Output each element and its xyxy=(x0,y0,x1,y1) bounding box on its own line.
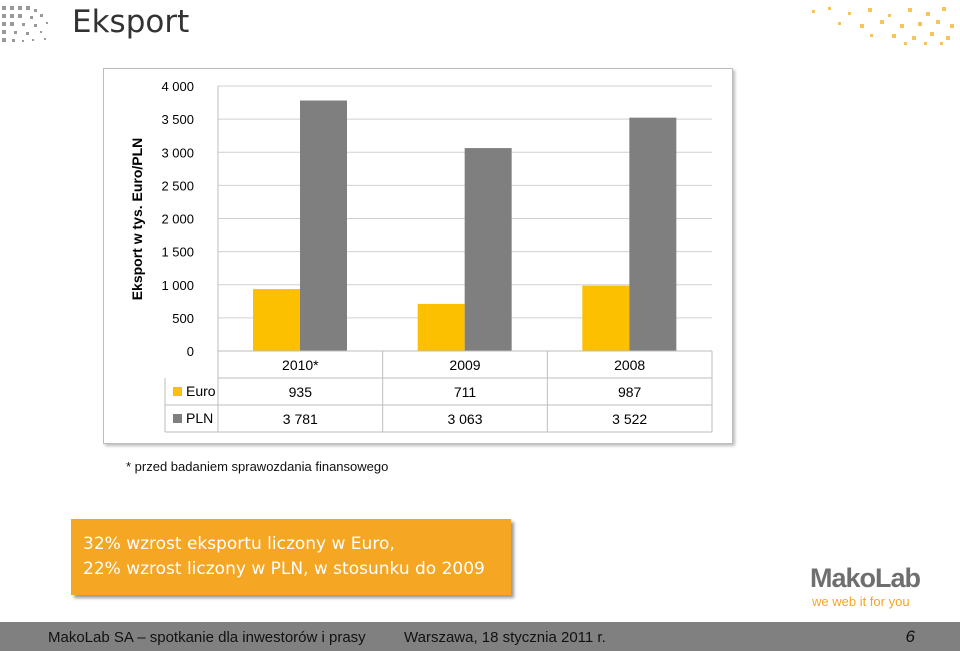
data-label: 3 063 xyxy=(447,411,482,427)
footer-date: Warszawa, 18 stycznia 2011 r. xyxy=(404,629,606,646)
legend-swatch-pln xyxy=(173,414,182,423)
bar-euro xyxy=(417,303,465,351)
export-chart: 4 000 3 500 3 000 2 500 2 000 1 500 1 000 500 0 E… xyxy=(103,68,733,444)
data-label: 3 781 xyxy=(283,411,318,427)
bar-euro xyxy=(582,285,630,351)
footer-event: MakoLab SA – spotkanie dla inwestorów i … xyxy=(48,629,366,646)
footnote: * przed badaniem sprawozdania finansoweg… xyxy=(126,459,389,474)
legend-label: Euro xyxy=(186,383,216,399)
x-tick-label: 2010* xyxy=(282,357,319,373)
legend-label: PLN xyxy=(186,410,213,426)
y-tick-label: 500 xyxy=(172,311,194,326)
y-tick-label: 1 000 xyxy=(161,278,194,293)
callout-line-euro: 32% wzrost eksportu liczony w Euro, xyxy=(83,534,395,554)
dots-decoration-right-icon xyxy=(812,7,954,45)
growth-callout: 32% wzrost eksportu liczony w Euro, 22% … xyxy=(71,519,511,595)
data-label: 3 522 xyxy=(612,411,647,427)
bar-pln xyxy=(300,100,347,351)
x-tick-label: 2008 xyxy=(614,357,645,373)
callout-line-pln: 22% wzrost liczony w PLN, w stosunku do … xyxy=(83,559,485,579)
page-title: Eksport xyxy=(72,4,190,40)
bar-euro xyxy=(253,289,300,351)
brand-name: MakoLab xyxy=(810,563,921,593)
brand-tagline: we web it for you xyxy=(812,594,910,609)
data-label: 935 xyxy=(289,384,313,400)
y-tick-label: 3 000 xyxy=(161,145,194,160)
makolab-logo: MakoLab we web it for you xyxy=(810,563,930,613)
data-label: 987 xyxy=(618,384,642,400)
bar-pln xyxy=(629,117,677,351)
dots-decoration-left-icon xyxy=(2,6,48,42)
page-number: 6 xyxy=(905,627,915,646)
x-tick-label: 2009 xyxy=(449,357,480,373)
y-tick-label: 4 000 xyxy=(161,79,194,94)
data-label: 711 xyxy=(454,384,477,400)
legend-swatch-euro xyxy=(173,387,182,396)
y-tick-label: 3 500 xyxy=(161,112,194,127)
footer-bar: MakoLab SA – spotkanie dla inwestorów i … xyxy=(0,622,960,651)
y-tick-label: 0 xyxy=(187,344,194,359)
y-tick-label: 1 500 xyxy=(161,245,194,260)
y-axis-label: Eksport w tys. Euro/PLN xyxy=(129,138,145,301)
chart-canvas: 4 000 3 500 3 000 2 500 2 000 1 500 1 000 500 0 E… xyxy=(129,79,713,433)
y-tick-label: 2 500 xyxy=(161,178,194,193)
y-tick-label: 2 000 xyxy=(161,212,194,227)
bar-pln xyxy=(464,148,512,351)
